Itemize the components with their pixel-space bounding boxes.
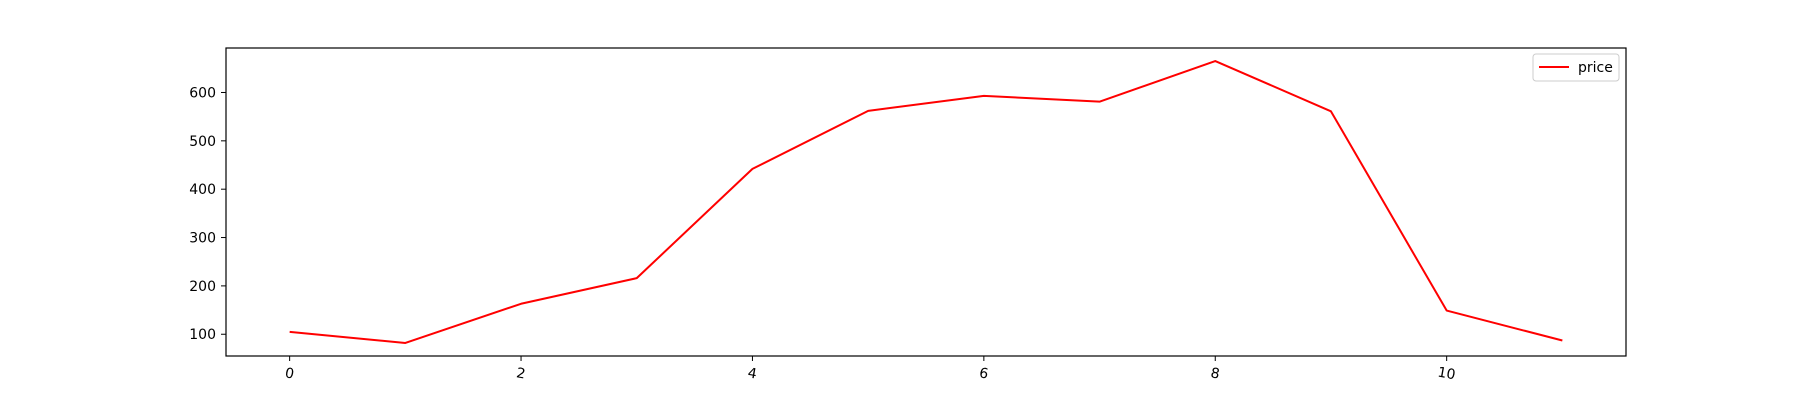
legend-box <box>1532 53 1620 82</box>
x-tick-label: 8 <box>1209 365 1221 382</box>
x-tick-label: 4 <box>746 365 758 382</box>
y-tick-label: 600 <box>189 85 216 101</box>
x-tick-label: 2 <box>515 365 527 382</box>
series-layer <box>289 60 1563 344</box>
legend-label-price: price <box>1578 60 1613 76</box>
x-tick-label: 6 <box>978 365 990 382</box>
x-tick-label: 10 <box>1436 365 1456 384</box>
y-tick-label: 500 <box>189 134 216 150</box>
y-tick-label: 400 <box>189 182 216 198</box>
y-axis: 100 200 300 400 500 600 <box>189 85 226 343</box>
y-tick-label: 100 <box>189 327 216 343</box>
y-tick-label: 300 <box>189 231 216 247</box>
plot-frame <box>225 47 1627 357</box>
x-tick-label: 0 <box>284 365 296 382</box>
y-tick-label: 200 <box>189 279 216 295</box>
legend: price <box>1532 53 1620 82</box>
series-line-price <box>289 60 1563 344</box>
x-axis: 0 2 4 6 8 10 <box>284 356 1457 383</box>
